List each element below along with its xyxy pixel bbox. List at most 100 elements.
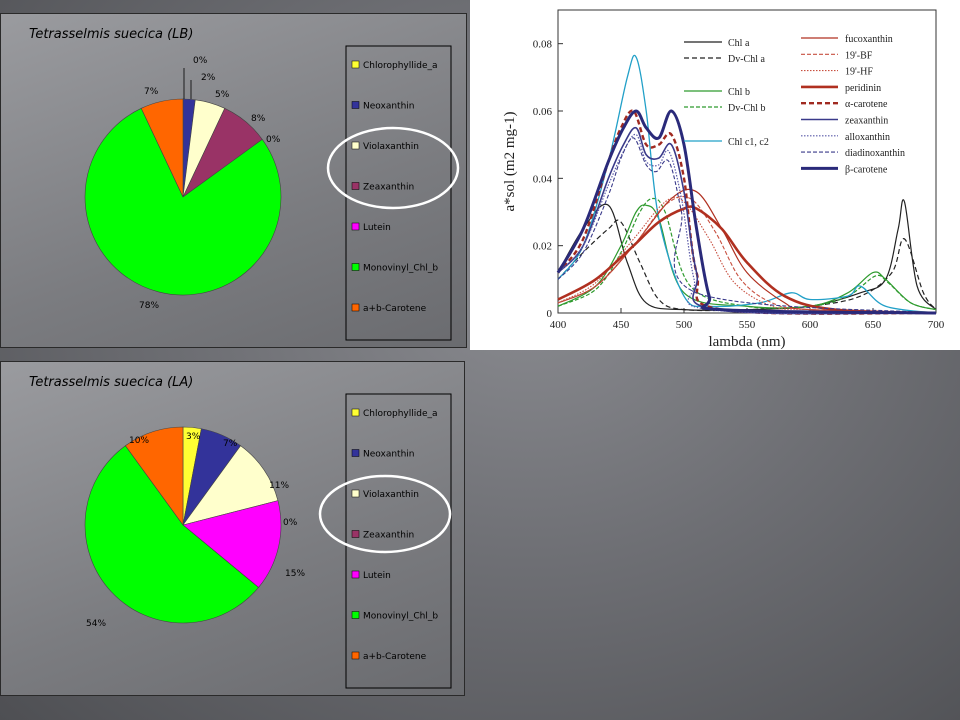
legend-swatch <box>351 141 360 150</box>
pie-title: Tetrasselmis suecica (LA) <box>29 375 193 390</box>
legend-label: peridinin <box>845 83 881 94</box>
series-line-2 <box>557 204 937 311</box>
legend-swatch <box>351 570 360 579</box>
legend-label: a+b-Carotene <box>363 304 427 314</box>
legend-swatch <box>351 651 360 660</box>
legend-label: β-carotene <box>845 164 888 175</box>
legend-label: Zeaxanthin <box>363 531 414 541</box>
legend-label: a+b-Carotene <box>363 652 427 662</box>
legend-box <box>345 393 452 689</box>
pie-data-label: 5% <box>215 90 230 100</box>
pie-chart-lb: Tetrasselmis suecica (LB) 0% 2% 5% 8% 0% 78% 7%… <box>29 27 452 341</box>
x-tick-label: 400 <box>550 319 567 331</box>
pie-data-label: 0% <box>283 518 298 528</box>
legend-label: Monovinyl_Chl_b <box>363 612 438 622</box>
legend-label: Chlorophyllide_a <box>363 409 438 419</box>
series-line-1 <box>557 219 937 312</box>
legend-label: Lutein <box>363 571 391 581</box>
legend-label: diadinoxanthin <box>845 148 905 159</box>
pie-data-label: 0% <box>193 56 208 66</box>
legend-label: Chl b <box>728 87 750 98</box>
legend-swatch <box>351 222 360 231</box>
absorption-spectrum-chart: 400 450 500 550 600 650 700 0 0.02 0.04 0.06 0.08 la… <box>502 9 945 350</box>
pie-title: Tetrasselmis suecica (LB) <box>29 27 193 42</box>
series-line-7 <box>557 196 937 314</box>
x-tick-label: 500 <box>676 319 693 331</box>
series-line-4 <box>557 54 937 314</box>
legend-swatch <box>351 303 360 312</box>
series-line-13 <box>556 109 937 315</box>
legend-swatch <box>351 530 360 538</box>
pie-data-label: 78% <box>139 301 159 311</box>
legend-label: Lutein <box>363 223 391 233</box>
pie-slice-monovinyl-chl-b <box>84 107 282 296</box>
legend-swatch <box>351 60 360 69</box>
pie-panel-la: Tetrasselmis suecica (LA) 3% 7% 11% 0% 15% 54%… <box>0 361 465 696</box>
x-tick-label: 550 <box>739 319 756 331</box>
series-line-12 <box>557 137 937 314</box>
legend-swatch <box>351 489 360 498</box>
legend-label: Chl c1, c2 <box>728 137 769 148</box>
legend-label: 19'-BF <box>845 50 873 61</box>
pie-chart-la: Tetrasselmis suecica (LA) 3% 7% 11% 0% 15% 54%… <box>29 375 452 689</box>
series-line-10 <box>557 126 937 315</box>
pie-data-label: 8% <box>251 114 266 124</box>
legend-label: Dv-Chl b <box>728 103 766 114</box>
legend-swatch <box>351 449 360 457</box>
highlight-circle-lb <box>326 126 460 210</box>
series-line-8 <box>557 205 937 315</box>
pie-data-label: 11% <box>269 481 289 491</box>
legend-label: fucoxanthin <box>845 34 893 45</box>
legend-swatch <box>351 101 360 109</box>
series-line-3 <box>557 197 937 311</box>
x-tick-label: 450 <box>613 319 630 331</box>
legend-label: Violaxanthin <box>363 490 419 500</box>
pie-slice-monovinyl-chl-b <box>84 445 259 624</box>
y-axis-label: a*sol (m2 mg-1) <box>502 112 518 212</box>
legend-label: 19'-HF <box>845 67 873 78</box>
legend-label: Dv-Chl a <box>728 54 766 65</box>
y-tick-label: 0.06 <box>533 106 553 118</box>
pie-data-label: 7% <box>223 439 238 449</box>
absorption-spectrum-figure: 400 450 500 550 600 650 700 0 0.02 0.04 0.06 0.08 la… <box>470 0 960 350</box>
pie-slice-a-b-carotene <box>140 98 184 198</box>
y-tick-label: 0.04 <box>533 173 553 185</box>
pie-data-label: 2% <box>201 73 216 83</box>
legend-label: α-carotene <box>845 99 888 110</box>
pie-data-label: 3% <box>186 432 201 442</box>
legend-swatch <box>351 611 360 619</box>
series-line-6 <box>557 196 937 314</box>
legend-label: Neoxanthin <box>363 102 414 112</box>
legend-label: Neoxanthin <box>363 450 414 460</box>
highlight-circle-la <box>318 474 452 554</box>
legend-label: Zeaxanthin <box>363 183 414 193</box>
y-tick-label: 0.08 <box>533 39 553 51</box>
pie-data-label: 15% <box>285 569 305 579</box>
pie-slice-lutein <box>182 500 282 588</box>
pie-slice-a-b-carotene <box>124 426 184 526</box>
y-tick-label: 0.02 <box>533 241 552 253</box>
series-line-11 <box>557 133 937 314</box>
x-tick-label: 650 <box>865 319 882 331</box>
y-tick-label: 0 <box>547 308 553 320</box>
legend-label: Monovinyl_Chl_b <box>363 264 438 274</box>
legend-label: zeaxanthin <box>845 116 888 127</box>
x-axis-label: lambda (nm) <box>708 334 785 350</box>
legend-box <box>345 45 452 341</box>
legend-label: Chl a <box>728 38 750 49</box>
legend-swatch <box>351 408 360 417</box>
pie-data-label: 7% <box>144 87 159 97</box>
x-tick-label: 700 <box>928 319 945 331</box>
pie-data-label: 10% <box>129 436 149 446</box>
pie-data-label: 0% <box>266 135 281 145</box>
pie-panel-lb: Tetrasselmis suecica (LB) 0% 2% 5% 8% 0% 78% 7%… <box>0 13 467 348</box>
legend-label: Chlorophyllide_a <box>363 61 438 71</box>
legend-swatch <box>351 182 360 190</box>
legend-label: alloxanthin <box>845 132 890 143</box>
pie-data-label: 54% <box>86 619 106 629</box>
pie-slice-violaxanthin <box>182 445 279 526</box>
legend-swatch <box>351 263 360 271</box>
legend-label: Violaxanthin <box>363 142 419 152</box>
x-tick-label: 600 <box>802 319 819 331</box>
